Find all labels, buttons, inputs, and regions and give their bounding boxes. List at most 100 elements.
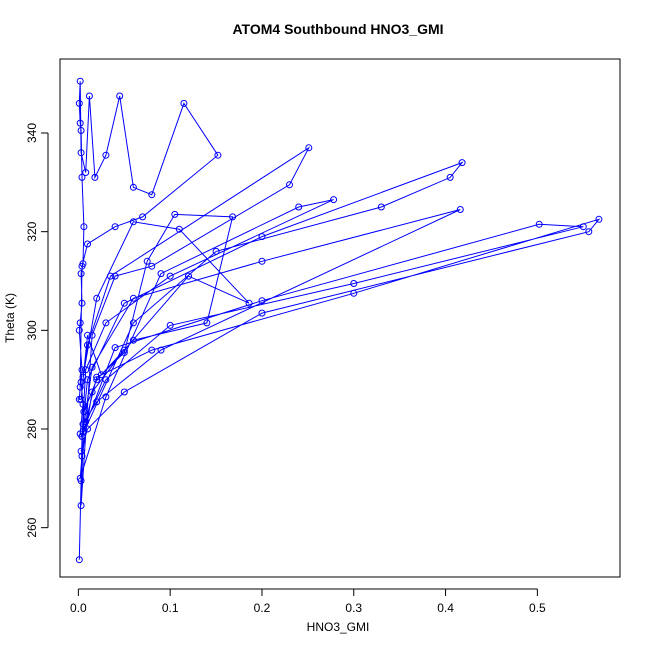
- data-point: [80, 408, 88, 416]
- data-point: [77, 149, 85, 157]
- data-point: [120, 388, 128, 396]
- data-point: [111, 223, 119, 231]
- x-tick-label: 0.4: [437, 601, 454, 615]
- data-point: [78, 299, 86, 307]
- data-point: [350, 280, 358, 287]
- data-point: [446, 173, 454, 181]
- data-point: [212, 247, 220, 255]
- data-point: [84, 425, 91, 433]
- data-point: [75, 326, 83, 334]
- data-point: [76, 474, 84, 482]
- data-point: [129, 336, 137, 344]
- data-point: [91, 173, 99, 181]
- data-point: [93, 398, 101, 406]
- y-tick-label: 340: [25, 123, 39, 143]
- data-point: [102, 319, 110, 327]
- data-point: [129, 294, 137, 302]
- data-point: [305, 144, 313, 152]
- data-point: [75, 99, 83, 107]
- series-layer: [75, 77, 603, 564]
- data-point: [82, 366, 90, 374]
- data-point: [139, 213, 147, 221]
- data-point: [214, 151, 222, 159]
- data-point: [245, 299, 253, 307]
- data-point: [84, 240, 91, 248]
- data-point: [93, 294, 101, 302]
- data-point: [102, 393, 110, 401]
- x-axis: 0.0 0.1 0.2 0.3 0.4 0.5: [70, 588, 546, 615]
- data-point: [157, 270, 165, 278]
- data-point: [185, 272, 192, 280]
- data-point: [93, 376, 101, 384]
- data-point: [77, 127, 85, 134]
- data-point: [84, 341, 91, 349]
- data-point: [76, 383, 84, 391]
- data-point: [116, 92, 124, 100]
- data-point: [77, 502, 85, 509]
- data-point: [258, 257, 266, 265]
- y-axis-label: Theta (K): [3, 293, 17, 343]
- data-point: [535, 220, 543, 228]
- data-point: [102, 151, 110, 159]
- data-point: [88, 388, 96, 396]
- data-point: [77, 270, 85, 278]
- data-point: [78, 432, 86, 440]
- data-point: [80, 223, 88, 231]
- x-tick-label: 0.1: [162, 601, 179, 615]
- chart-title: ATOM4 Southbound HNO3_GMI: [232, 21, 443, 37]
- data-point: [107, 272, 114, 280]
- data-point: [78, 452, 86, 460]
- data-point: [82, 418, 90, 426]
- data-point: [78, 173, 86, 181]
- data-point: [76, 77, 84, 85]
- data-point: [171, 210, 179, 218]
- data-point: [111, 272, 119, 280]
- y-tick-label: 260: [25, 517, 39, 537]
- data-point: [175, 225, 183, 233]
- data-point: [82, 169, 90, 176]
- data-point: [129, 183, 137, 191]
- data-point: [129, 218, 137, 226]
- data-point: [166, 321, 174, 329]
- data-point: [148, 346, 156, 354]
- data-point: [88, 363, 96, 371]
- y-tick-label: 280: [25, 419, 39, 439]
- data-point: [258, 233, 266, 241]
- data-point: [458, 159, 466, 167]
- data-point: [579, 223, 587, 231]
- data-point: [258, 297, 266, 305]
- data-point: [102, 376, 110, 384]
- data-point: [148, 191, 156, 199]
- data-point: [111, 344, 119, 352]
- data-point: [148, 262, 156, 270]
- data-point: [75, 556, 83, 564]
- data-point: [120, 346, 128, 354]
- x-tick-label: 0.3: [345, 601, 362, 615]
- y-axis: 260 280 300 320 340: [25, 123, 49, 538]
- x-tick-label: 0.5: [529, 601, 546, 615]
- series-line: [78, 81, 601, 560]
- data-point: [84, 376, 91, 384]
- y-tick-label: 300: [25, 320, 39, 340]
- data-point: [76, 319, 84, 327]
- data-point: [120, 349, 128, 356]
- data-point: [295, 203, 303, 211]
- data-point: [78, 366, 86, 374]
- data-point: [330, 196, 338, 204]
- data-point: [76, 119, 84, 127]
- data-point: [77, 395, 85, 403]
- data-point: [166, 272, 174, 280]
- data-point: [77, 447, 85, 455]
- data-point: [377, 203, 385, 211]
- data-point: [93, 373, 101, 381]
- data-point: [143, 257, 151, 265]
- data-point: [157, 346, 165, 354]
- data-point: [129, 319, 137, 327]
- data-point: [350, 289, 358, 297]
- data-point: [88, 331, 96, 339]
- x-tick-label: 0.2: [254, 601, 271, 615]
- data-point: [286, 181, 293, 189]
- data-point: [120, 299, 128, 307]
